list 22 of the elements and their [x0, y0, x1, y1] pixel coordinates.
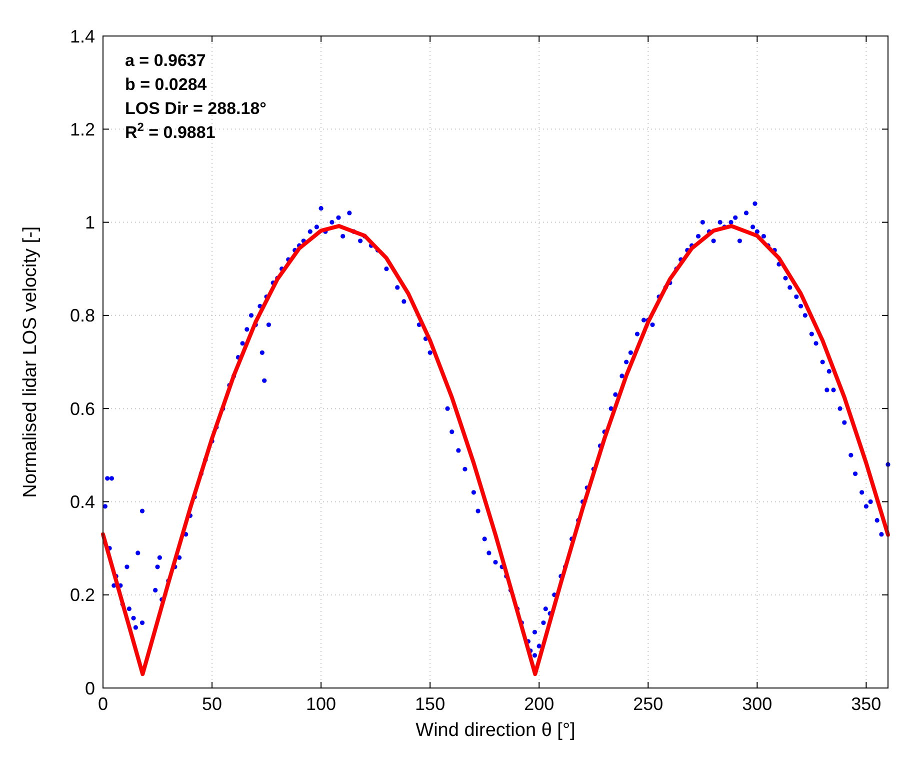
y-tick-label: 0.8: [70, 306, 95, 326]
x-tick-label: 100: [306, 694, 336, 714]
y-tick-label: 1: [84, 212, 95, 233]
x-tick-label: 150: [415, 694, 446, 714]
x-axis-title: Wind direction θ [°]: [416, 720, 576, 741]
x-tick-label: 250: [633, 694, 664, 714]
y-tick-label: 1.2: [70, 119, 95, 140]
y-tick-label: 0.4: [70, 492, 95, 512]
annotation: LOS Dir = 288.18°: [125, 99, 267, 118]
y-axis-title: Normalised lidar LOS velocity [-]: [20, 226, 41, 498]
y-tick-label: 0.2: [70, 585, 95, 606]
x-tick-label: 0: [98, 694, 108, 714]
y-tick-label: 1.4: [70, 26, 95, 46]
x-tick-label: 350: [851, 694, 882, 714]
annotation: a = 0.9637: [125, 51, 206, 70]
y-tick-label: 0.6: [70, 398, 95, 419]
annotation: b = 0.0284: [125, 75, 208, 94]
x-tick-label: 50: [202, 694, 222, 714]
annotation: R$^{2}$ = 0.9881: [125, 120, 216, 142]
x-tick-label: 200: [524, 694, 554, 714]
x-tick-label: 300: [742, 694, 772, 714]
y-tick-label: 0: [84, 678, 95, 698]
